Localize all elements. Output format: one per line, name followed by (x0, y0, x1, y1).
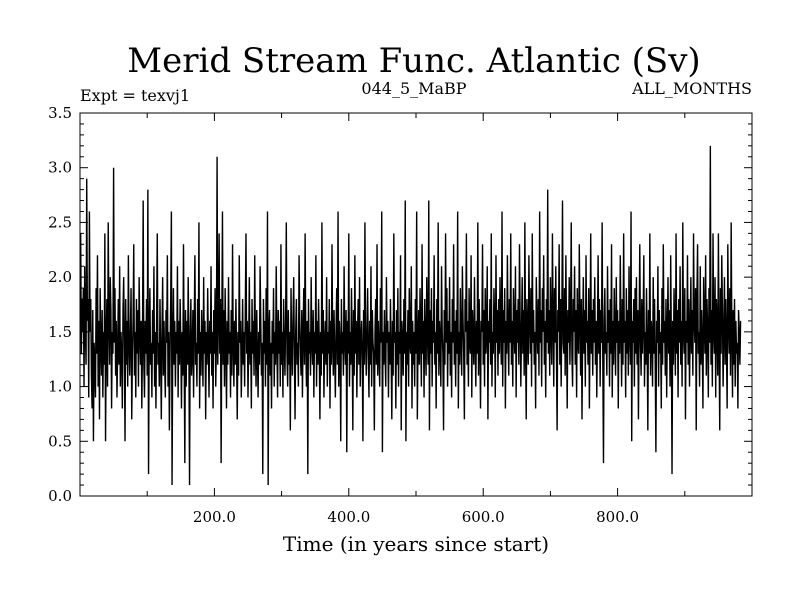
x-tick-label: 400.0 (327, 508, 370, 526)
x-axis-label: Time (in years since start) (283, 532, 549, 556)
x-tick-label: 600.0 (462, 508, 505, 526)
y-tick-label: 1.0 (48, 378, 72, 396)
x-tick-label: 800.0 (596, 508, 639, 526)
period-label: 044_5_MaBP (361, 79, 466, 98)
months-label: ALL_MONTHS (631, 79, 752, 98)
y-tick-label: 2.5 (48, 213, 72, 231)
x-tick-label: 200.0 (193, 508, 236, 526)
series-line-0 (79, 145, 742, 486)
plot-series (79, 145, 742, 486)
chart-title: Merid Stream Func. Atlantic (Sv) (127, 41, 700, 81)
experiment-label: Expt = texvj1 (80, 86, 190, 105)
y-tick-label: 0.0 (48, 487, 72, 505)
y-tick-label: 3.5 (48, 104, 72, 122)
y-tick-label: 2.0 (48, 268, 72, 286)
y-tick-label: 0.5 (48, 432, 72, 450)
x-axis: 200.0 400.0 600.0 800.0 (146, 113, 686, 526)
y-axis: 0.0 0.5 1.0 1.5 2.0 2.5 3.0 3.5 (48, 104, 752, 505)
y-tick-label: 3.0 (48, 159, 72, 177)
y-tick-label: 1.5 (48, 323, 72, 341)
